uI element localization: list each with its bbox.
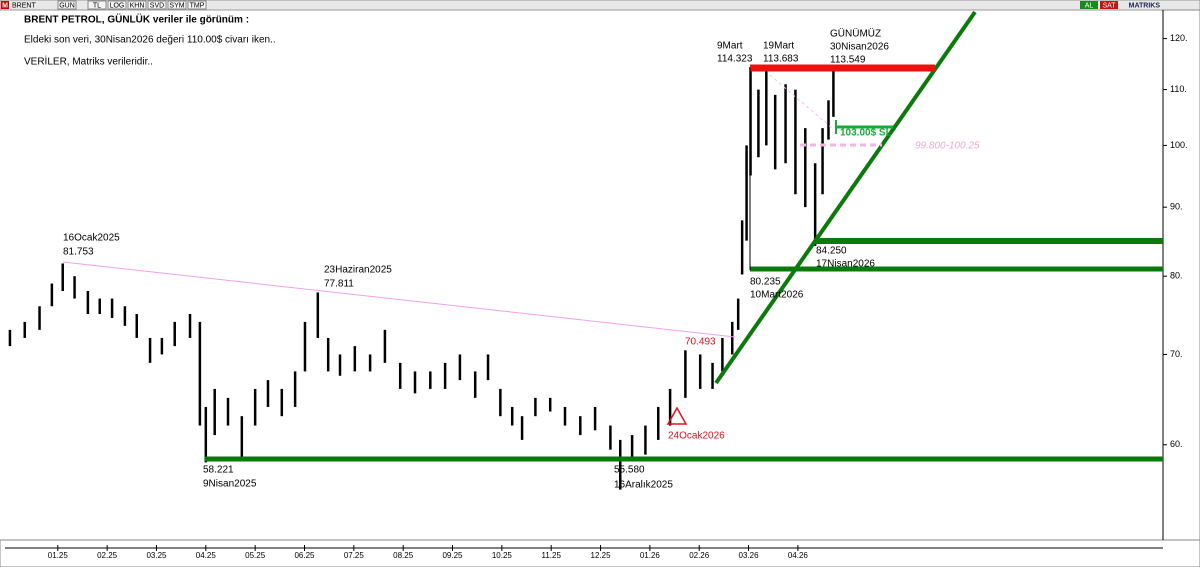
annotation: 55.580 <box>614 465 645 476</box>
logo: M <box>2 2 8 9</box>
toolbar-buttons: GUN TL LOG KHN SVD SYM TMP AL SAT MATRIKS <box>57 0 1161 10</box>
x-tick-label: 11.25 <box>541 551 561 560</box>
y-tick-label: 80. <box>1170 271 1183 281</box>
annotation: 16Aralık2025 <box>614 480 673 491</box>
annotation: 19Mart <box>763 41 794 52</box>
y-tick-label: 90. <box>1170 202 1183 212</box>
trend-line <box>769 74 833 129</box>
drawings <box>62 10 1163 462</box>
trend-line <box>62 261 736 338</box>
annotation: GÜNÜMÜZ <box>830 28 881 40</box>
annotation: 30Nisan2026 <box>830 42 889 53</box>
toolbar-button[interactable] <box>187 0 207 10</box>
toolbar-button[interactable] <box>127 0 147 10</box>
note: Eldeki son veri, 30Nisan2026 değeri 110.… <box>24 35 276 46</box>
toolbar-button[interactable] <box>107 0 127 10</box>
chart-title: BRENT PETROL, GÜNLÜK veriler ile görünüm… <box>24 13 249 26</box>
annotation: 84.250 <box>816 246 847 257</box>
action-label[interactable]: SAT <box>1102 2 1116 9</box>
x-tick-label: 08.25 <box>393 551 414 560</box>
action-button[interactable] <box>1100 1 1118 9</box>
toolbar-button-label[interactable]: GUN <box>59 2 75 9</box>
annotation: 24Ocak2026 <box>668 431 725 442</box>
annotations: 16Ocak2025 81.753 23Haziran2025 77.811 58.22… <box>63 28 980 491</box>
signal-triangle <box>666 406 688 425</box>
annotation: 114.323 <box>717 54 753 65</box>
note: VERİLER, Matriks verileridir.. <box>24 55 153 68</box>
annotation: 99.800-100.25 <box>915 141 980 152</box>
x-tick-label: 02.25 <box>97 551 118 560</box>
annotation: 23Haziran2025 <box>324 265 392 276</box>
annotation: 80.235 <box>750 277 781 288</box>
x-tick-label: 03.25 <box>146 551 167 560</box>
toolbar-button[interactable] <box>167 0 187 10</box>
x-tick-label: 04.26 <box>788 551 809 560</box>
x-tick-label: 01.25 <box>48 551 69 560</box>
annotation: 58.221 <box>203 465 234 476</box>
annotation: 16Ocak2025 <box>63 233 120 244</box>
y-tick-label: 70. <box>1170 349 1183 359</box>
brand: MATRIKS <box>1129 2 1161 9</box>
toolbar: M BRENT <box>0 0 1200 11</box>
annotation: 9Mart <box>717 41 743 52</box>
y-tick-label: 100. <box>1170 140 1188 150</box>
action-label[interactable]: AL <box>1085 2 1094 9</box>
toolbar-bar <box>0 0 1200 11</box>
x-tick-label: 05.25 <box>245 551 266 560</box>
x-tick-label: 12.25 <box>591 551 612 560</box>
y-tick-label: 60. <box>1170 439 1183 449</box>
toolbar-button-label[interactable]: TMP <box>190 2 205 9</box>
action-button[interactable] <box>1080 1 1098 9</box>
x-tick-label: 07.25 <box>344 551 365 560</box>
toolbar-button-label[interactable]: SYM <box>169 2 184 9</box>
y-tick-label: 110. <box>1170 84 1187 94</box>
x-tick-label: 04.25 <box>196 551 217 560</box>
x-axis-area <box>0 539 1200 567</box>
annotation: 113.683 <box>763 54 799 65</box>
x-tick-label: 02.26 <box>689 551 710 560</box>
logo-box <box>1 1 9 9</box>
annotation: 17Nisan2026 <box>816 259 875 270</box>
annotation: 70.493 <box>685 337 716 348</box>
toolbar-button-label[interactable]: TL <box>93 2 101 9</box>
toolbar-button-label[interactable]: LOG <box>110 2 125 9</box>
y-tick-label: 120. <box>1170 33 1188 43</box>
annotation: 10Mart2026 <box>750 290 804 301</box>
toolbar-button-label[interactable]: KHN <box>130 2 145 9</box>
x-tick-label: 10.25 <box>492 551 513 560</box>
annotation: 103.00$ SL <box>840 128 892 139</box>
x-tick-label: 06.25 <box>294 551 315 560</box>
toolbar-button[interactable] <box>57 0 77 10</box>
toolbar-button[interactable] <box>87 0 107 10</box>
trend-line <box>714 10 977 385</box>
annotation: 113.549 <box>830 55 866 66</box>
annotation: 77.811 <box>324 279 354 290</box>
symbol[interactable]: BRENT <box>12 2 36 9</box>
x-tick-label: 09.25 <box>442 551 463 560</box>
toolbar-button[interactable] <box>147 0 167 10</box>
x-tick-label: 01.26 <box>640 551 661 560</box>
price-bars <box>8 66 835 490</box>
annotation: 81.753 <box>63 247 94 258</box>
x-tick-label: 03.26 <box>739 551 760 560</box>
annotation: 9Nisan2025 <box>203 479 257 490</box>
toolbar-button-label[interactable]: SVD <box>150 2 164 9</box>
y-axis-area <box>1162 9 1200 541</box>
